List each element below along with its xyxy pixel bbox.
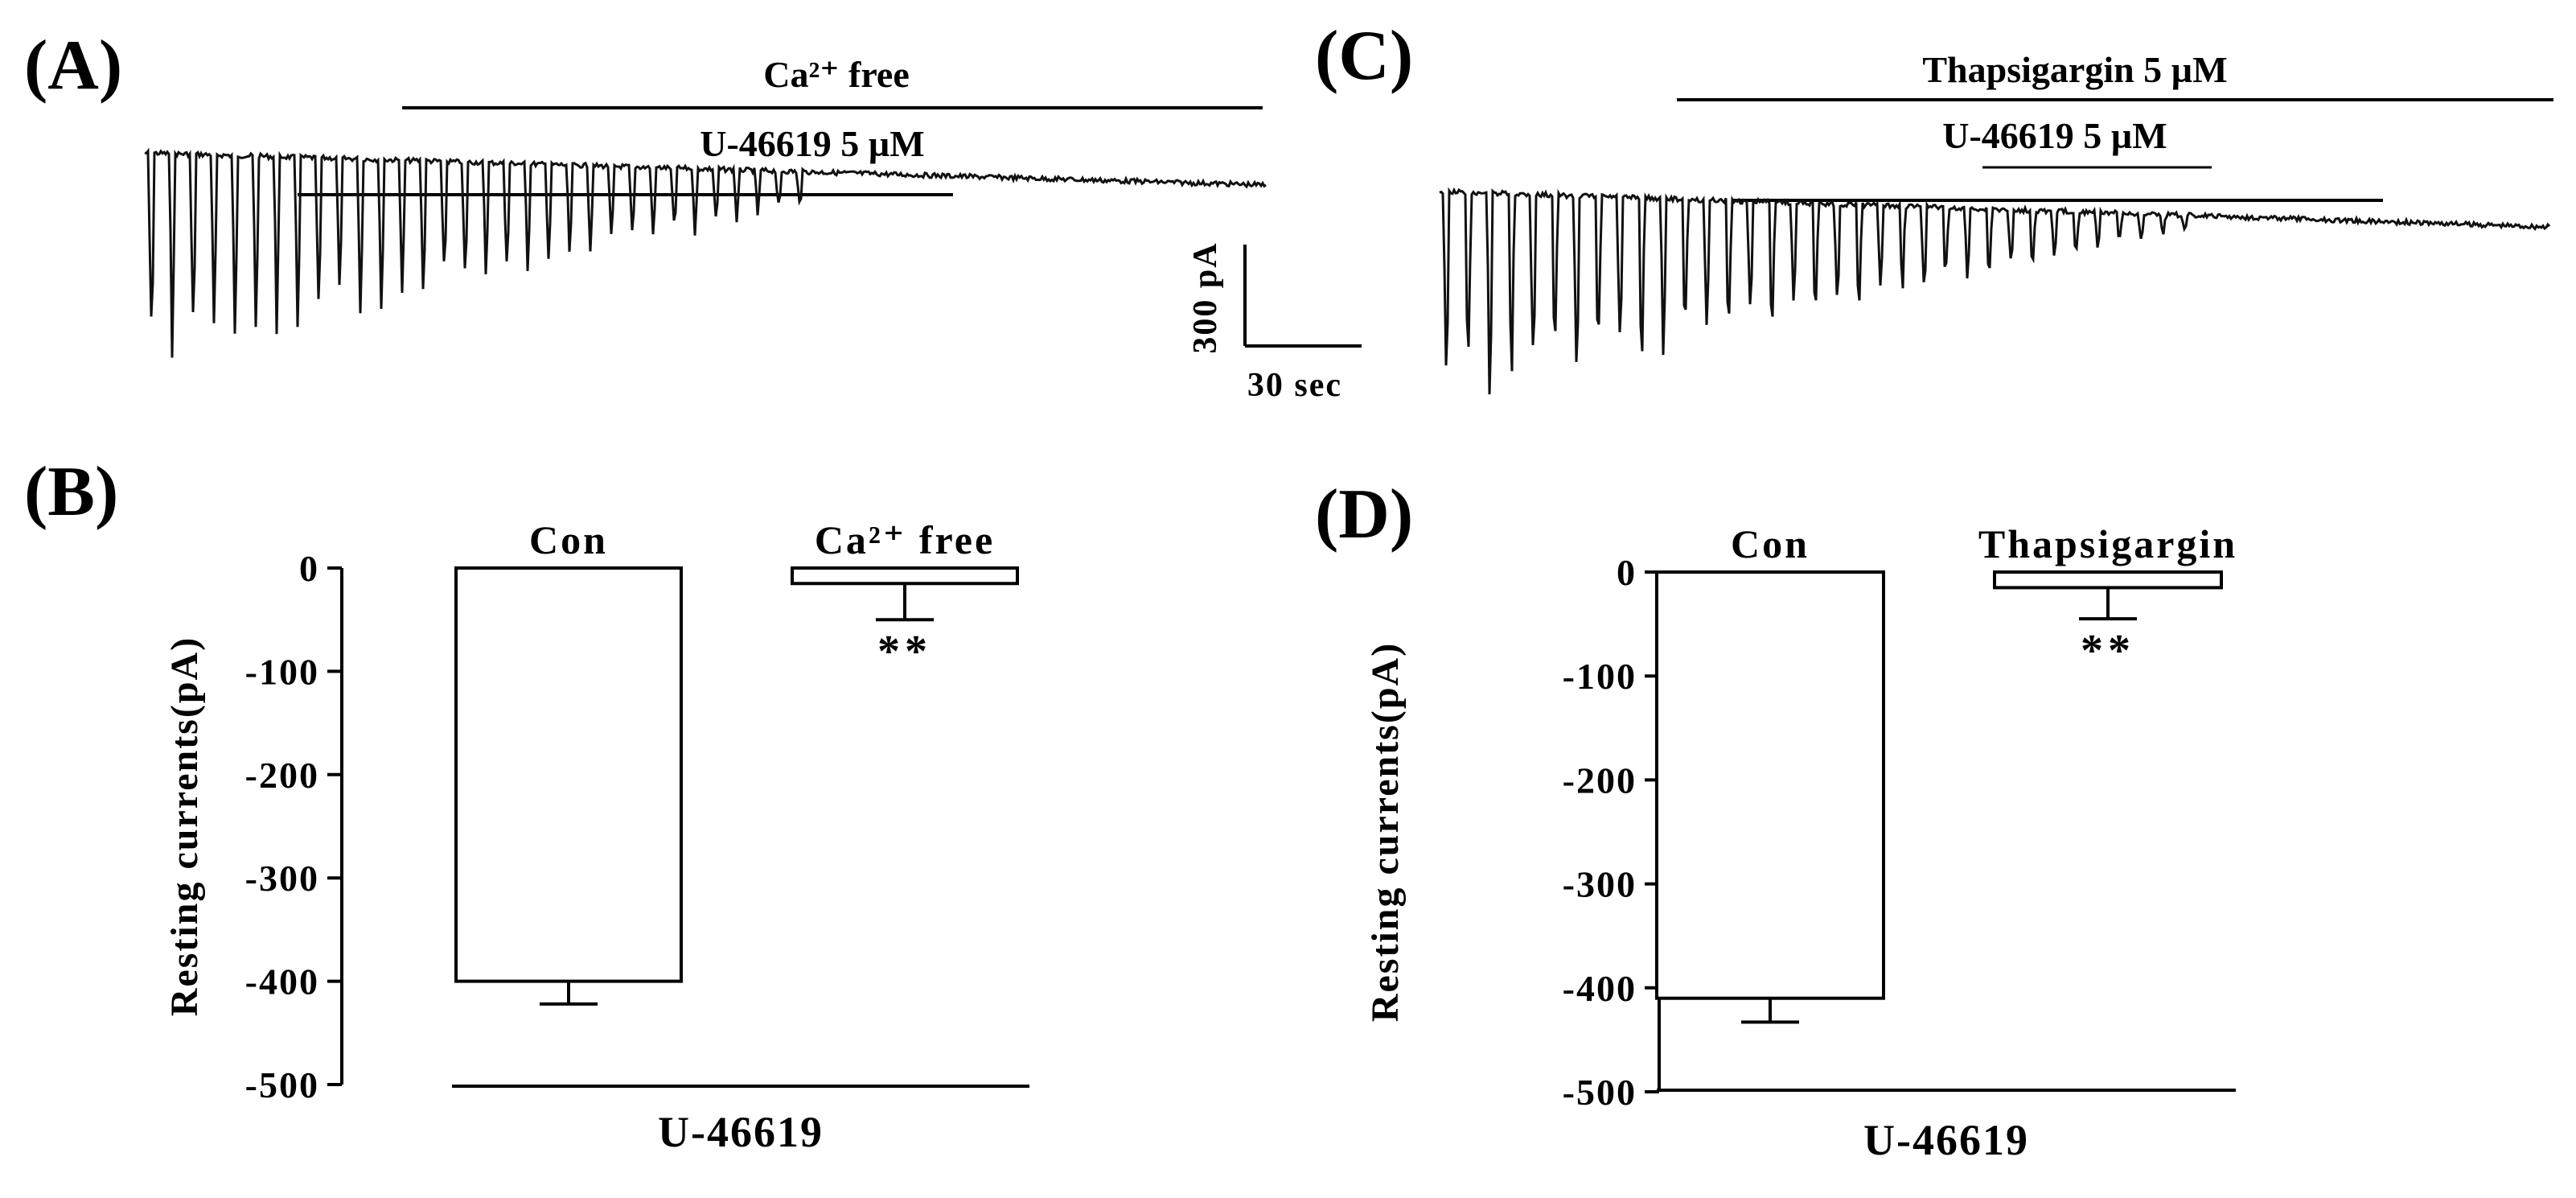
panel-a-label: (A) <box>24 27 122 105</box>
panel-a-ca-free-label: Ca²⁺ free <box>763 54 910 95</box>
panel-c-u46619-label: U-46619 5 µM <box>1942 115 2167 156</box>
panel-b-bar-1 <box>454 566 683 983</box>
panel-d-y-tick-label: -300 <box>1563 864 1637 905</box>
panel-d-y-tick-label: 0 <box>1617 552 1637 593</box>
panel-d-y-tick-label: -500 <box>1563 1072 1637 1113</box>
panel-b-y-axis-label: Resting currents(pA) <box>163 636 206 1016</box>
panel-b-y-tick-label: -200 <box>245 755 319 796</box>
panel-d-y-tick-label: -400 <box>1563 968 1637 1009</box>
panel-c-label: (C) <box>1315 17 1413 95</box>
panel-d-label: (D) <box>1315 475 1413 554</box>
panel-a-current-trace <box>144 147 1267 358</box>
panel-d-bar-2 <box>1993 570 2223 590</box>
panel-d-bar-1 <box>1655 570 1885 1000</box>
panel-b-significance-2: ** <box>877 627 932 677</box>
panel-b-label: (B) <box>24 453 118 531</box>
panel-c-current-trace <box>1439 187 2551 395</box>
scale-time-label: 30 sec <box>1247 367 1342 404</box>
panel-b-bar-2 <box>791 566 1019 586</box>
panel-a-u46619-label: U-46619 5 µM <box>700 123 924 164</box>
panel-d-y-tick-label: -200 <box>1563 760 1637 801</box>
panel-b-y-tick-label: -400 <box>245 961 319 1002</box>
panel-d-bar-chart: 0 -100 -200 -300 -400 -500 Resting currents(pA… <box>1364 521 2237 1164</box>
panel-b-y-tick-label: -300 <box>245 858 319 899</box>
panel-b-category-label-2: Ca²⁺ free <box>815 517 995 562</box>
panel-d-category-label-1: Con <box>1731 521 1810 566</box>
panel-b-category-label-1: Con <box>529 517 608 562</box>
panel-c-thapsigargin-label: Thapsigargin 5 µM <box>1922 49 2227 90</box>
panel-d-y-axis-label: Resting currents(pA) <box>1364 642 1407 1022</box>
scale-current-label: 300 pA <box>1187 241 1224 353</box>
panel-b-y-tick-label: -500 <box>245 1064 319 1105</box>
panel-b-y-tick-label: 0 <box>299 548 319 589</box>
panel-d-y-tick-label: -100 <box>1563 656 1637 697</box>
panel-b-y-tick-label: -100 <box>245 651 319 692</box>
panel-d-category-label-2: Thapsigargin <box>1978 521 2237 566</box>
panel-b-x-axis-label: U-46619 <box>658 1108 824 1156</box>
panel-d-significance-2: ** <box>2081 626 2135 676</box>
panel-b-bar-chart: 0 -100 -200 -300 -400 -500 Resting currents(pA… <box>163 517 1029 1156</box>
panel-d-x-axis-label: U-46619 <box>1863 1116 2029 1164</box>
